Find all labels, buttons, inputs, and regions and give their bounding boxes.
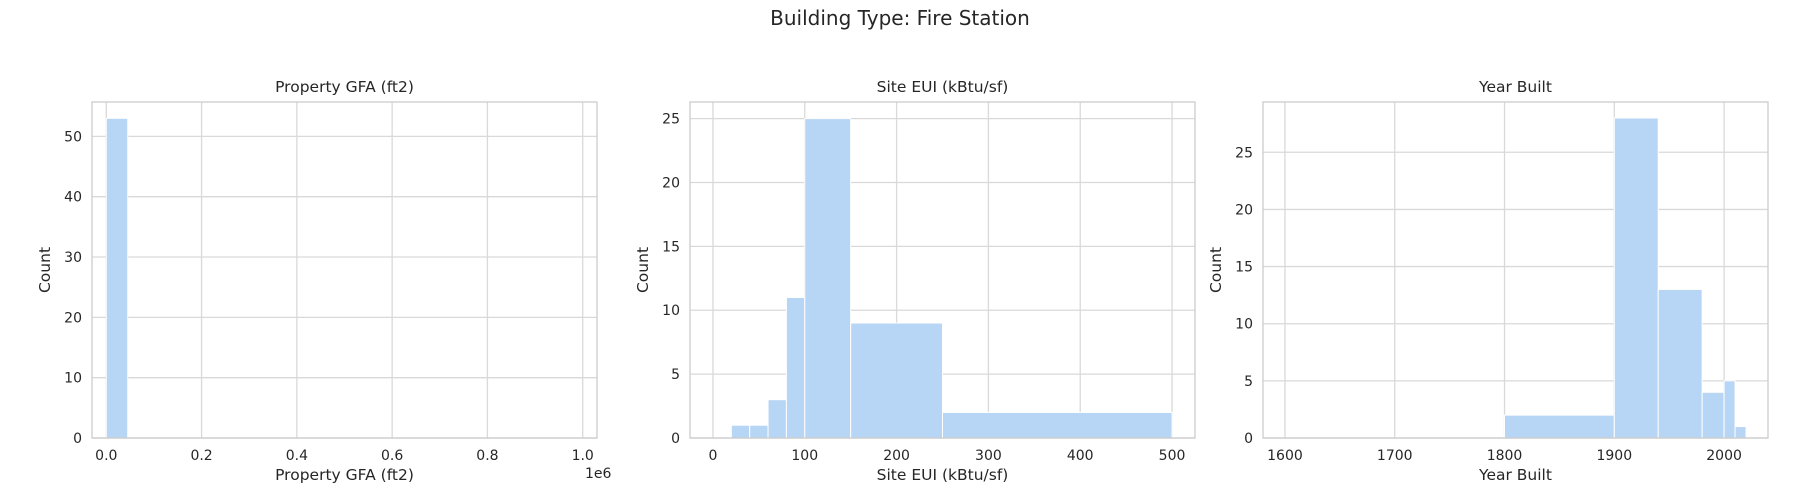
histogram-bar — [1723, 380, 1736, 439]
y-axis-label: Count — [634, 247, 652, 293]
y-axis-label: Count — [36, 247, 54, 293]
y-tick-label: 30 — [64, 250, 82, 266]
histogram-bar — [1657, 288, 1703, 439]
subplot-1: 0.0 0.2 0.4 0.6 0.8 1.0 0 10 20 30 40 50 1e6 Property… — [36, 78, 612, 484]
histogram-bar — [850, 322, 944, 439]
x-tick-label: 1600 — [1267, 448, 1303, 464]
y-axis-label: Count — [1207, 247, 1225, 293]
y-tick-label: 20 — [662, 175, 680, 191]
x-tick-label: 2000 — [1706, 448, 1742, 464]
y-tick-label: 0 — [73, 431, 82, 447]
x-tick-label: 400 — [1067, 448, 1094, 464]
x-tick-label: 300 — [975, 448, 1002, 464]
histogram-bar — [1734, 426, 1747, 439]
axes-frame — [1262, 101, 1769, 439]
y-tick-label: 5 — [1244, 374, 1253, 390]
x-tick-label: 1800 — [1487, 448, 1523, 464]
y-tick-label: 25 — [662, 112, 680, 128]
histogram-bar — [767, 399, 787, 439]
histogram-bar — [749, 424, 769, 439]
axes-frame — [689, 101, 1196, 439]
histogram-bar — [1613, 117, 1659, 439]
histogram-bar — [105, 117, 129, 439]
histogram-bar — [804, 118, 852, 439]
x-tick-label: 100 — [791, 448, 818, 464]
y-tick-label: 40 — [64, 190, 82, 206]
y-tick-label: 15 — [1235, 260, 1253, 276]
x-tick-label: 0.6 — [381, 448, 403, 464]
y-tick-label: 20 — [64, 310, 82, 326]
x-tick-label: 1900 — [1596, 448, 1632, 464]
y-tick-label: 15 — [662, 239, 680, 255]
y-tick-label: 20 — [1235, 202, 1253, 218]
y-tick-label: 0 — [1244, 431, 1253, 447]
subplot-2: 0 100 200 300 400 500 0 5 10 15 20 25 Site EUI (kBtu… — [634, 78, 1196, 484]
y-tick-label: 25 — [1235, 145, 1253, 161]
subplot-title: Site EUI (kBtu/sf) — [877, 78, 1009, 96]
x-tick-label: 1.0 — [572, 448, 594, 464]
x-tick-label: 1700 — [1377, 448, 1413, 464]
y-tick-label: 50 — [64, 129, 82, 145]
subplot-title: Property GFA (ft2) — [275, 78, 414, 96]
x-axis-label: Year Built — [1478, 466, 1552, 484]
x-tick-label: 0.0 — [95, 448, 117, 464]
x-offset-text: 1e6 — [585, 466, 612, 482]
x-tick-label: 500 — [1159, 448, 1186, 464]
subplot-3: 1600 1700 1800 1900 2000 0 5 10 15 20 25 Year Built… — [1207, 78, 1769, 484]
histogram-bar — [1701, 391, 1725, 439]
subplot-title: Year Built — [1478, 78, 1552, 96]
x-axis-label: Site EUI (kBtu/sf) — [877, 466, 1009, 484]
x-axis-label: Property GFA (ft2) — [275, 466, 414, 484]
histogram-bar — [1504, 414, 1615, 439]
y-tick-label: 10 — [1235, 317, 1253, 333]
axes-frame — [91, 101, 598, 439]
x-tick-label: 0.4 — [286, 448, 308, 464]
x-tick-label: 200 — [883, 448, 910, 464]
histogram-bar — [785, 296, 806, 439]
figure-suptitle: Building Type: Fire Station — [770, 6, 1030, 30]
histogram-bar — [730, 424, 751, 439]
y-tick-label: 10 — [662, 303, 680, 319]
x-tick-label: 0.8 — [476, 448, 498, 464]
x-tick-label: 0 — [708, 448, 717, 464]
y-tick-label: 0 — [671, 431, 680, 447]
x-tick-label: 0.2 — [190, 448, 212, 464]
y-tick-label: 5 — [671, 367, 680, 383]
y-tick-label: 10 — [64, 371, 82, 387]
histogram-bar — [942, 411, 1173, 439]
